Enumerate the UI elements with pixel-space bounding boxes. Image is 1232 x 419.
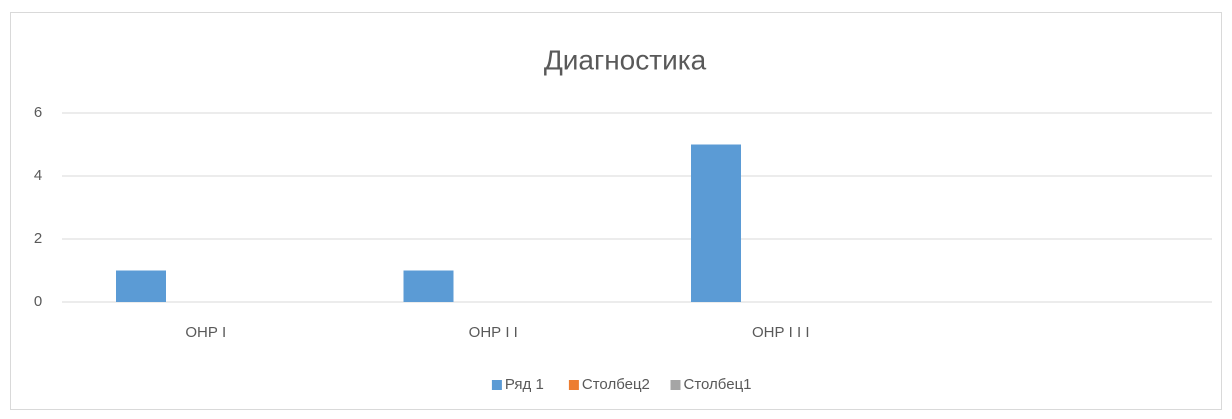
legend-label: Столбец2 xyxy=(582,376,650,393)
x-tick-label: ОНР I I I xyxy=(752,324,810,341)
bar xyxy=(116,270,166,302)
legend-label: Столбец1 xyxy=(684,376,752,393)
y-tick-label: 2 xyxy=(34,230,42,247)
legend-label: Ряд 1 xyxy=(505,376,544,393)
legend-swatch xyxy=(670,380,681,390)
y-tick-label: 6 xyxy=(34,104,42,121)
y-tick-label: 4 xyxy=(34,167,42,184)
legend-swatch xyxy=(491,380,502,390)
chart-frame xyxy=(10,12,1222,410)
x-tick-label: ОНР I xyxy=(185,324,226,341)
chart-title: Диагностика xyxy=(544,44,707,75)
bar xyxy=(691,144,741,302)
legend-swatch xyxy=(568,380,579,390)
bar xyxy=(403,270,454,302)
x-tick-label: ОНР I I xyxy=(469,324,518,341)
y-tick-label: 0 xyxy=(34,293,42,310)
